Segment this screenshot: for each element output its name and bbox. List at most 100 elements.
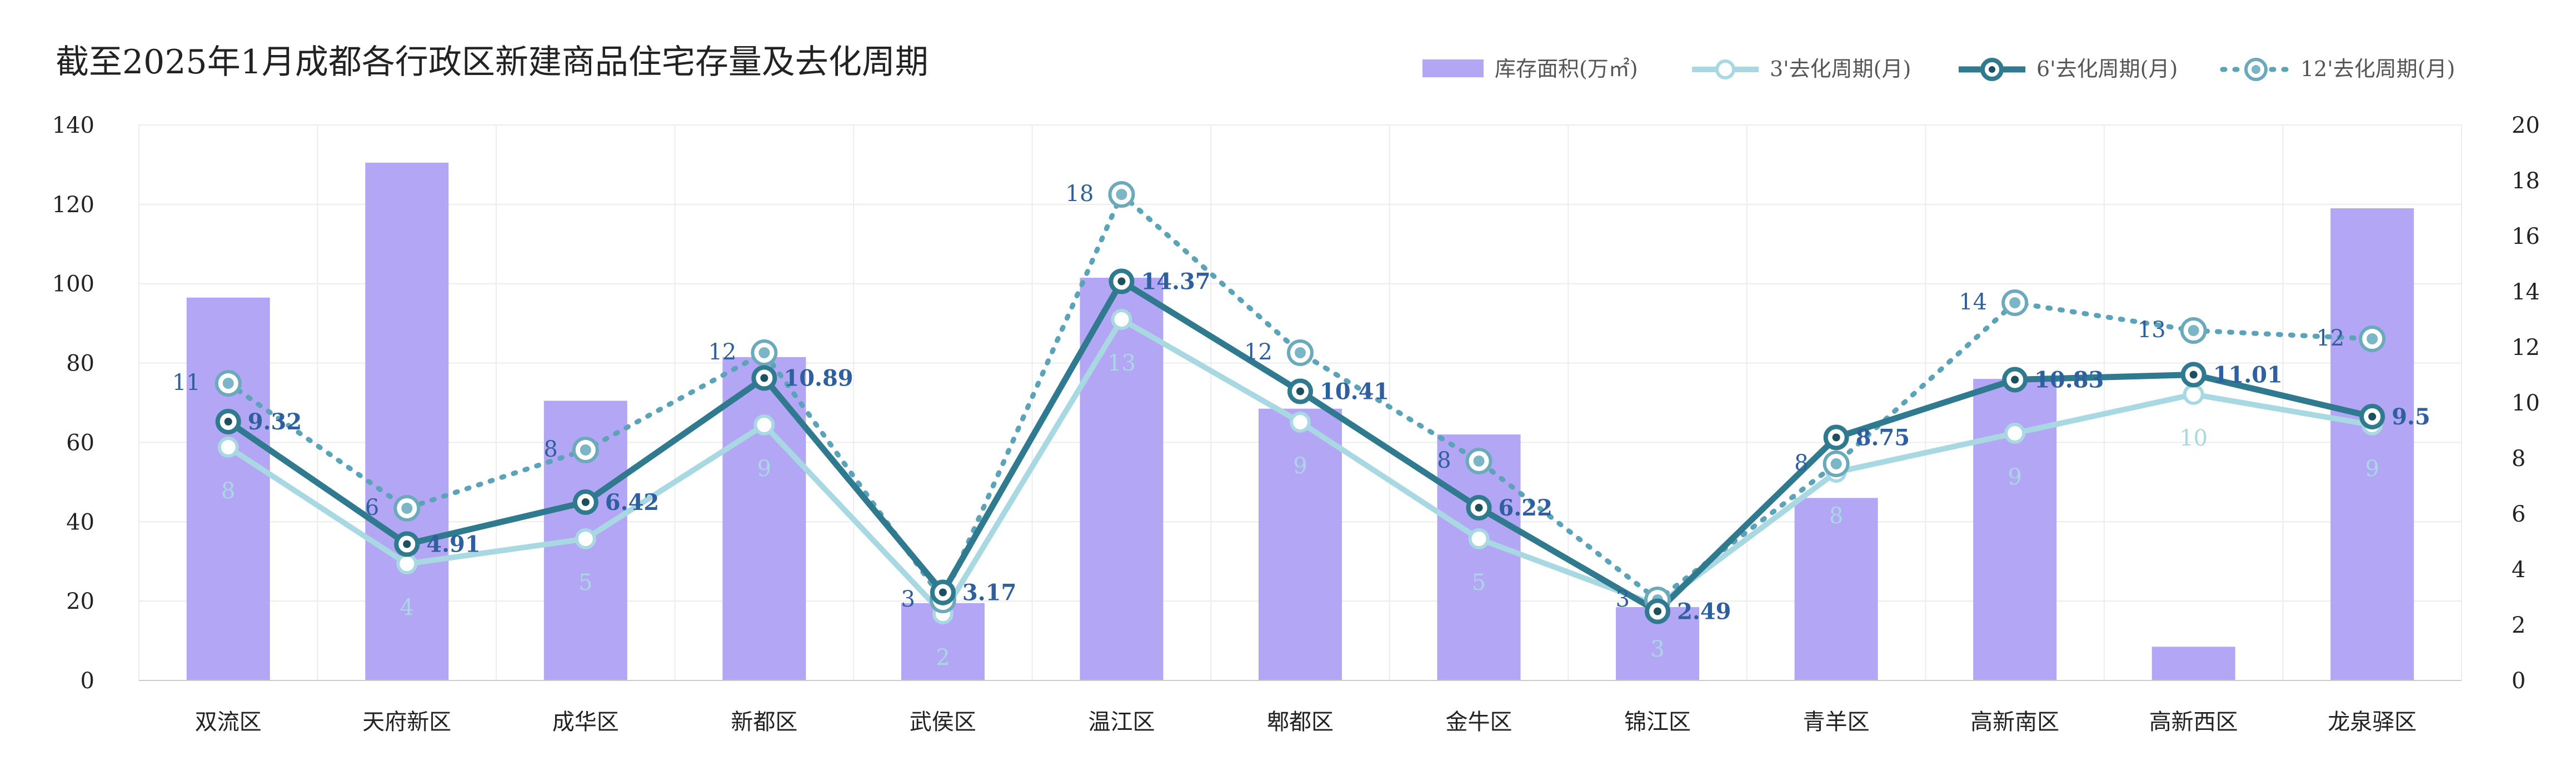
category-label: 新都区 bbox=[731, 709, 797, 735]
point-6-core bbox=[1475, 504, 1483, 512]
bar bbox=[2151, 647, 2235, 680]
right-tick-label: 16 bbox=[2512, 224, 2540, 249]
bar bbox=[1259, 408, 1342, 680]
legend-marker-3 bbox=[1715, 59, 1735, 79]
point-3 bbox=[1468, 528, 1490, 549]
data-label-6: 3.17 bbox=[962, 580, 1016, 606]
chart-title: 截至2025年1月成都各行政区新建商品住宅存量及去化周期 bbox=[56, 43, 928, 82]
data-label-3: 5 bbox=[1472, 570, 1486, 595]
data-label-3: 9 bbox=[757, 456, 771, 482]
left-tick-label: 40 bbox=[66, 509, 94, 535]
point-12-core bbox=[2367, 333, 2378, 344]
data-label-3: 9 bbox=[1293, 453, 1307, 479]
point-12-core bbox=[580, 444, 591, 455]
category-label: 青羊区 bbox=[1803, 709, 1870, 735]
bar bbox=[1080, 278, 1164, 680]
point-12-core bbox=[758, 347, 770, 358]
data-label-12: 18 bbox=[1066, 181, 1094, 207]
data-label-3: 3 bbox=[1650, 637, 1664, 662]
data-label-6: 10.89 bbox=[783, 366, 853, 392]
data-label-6: 8.75 bbox=[1856, 425, 1910, 451]
point-12-core bbox=[2009, 297, 2021, 308]
bar bbox=[186, 297, 270, 680]
left-tick-label: 0 bbox=[81, 668, 94, 694]
right-tick-label: 4 bbox=[2512, 557, 2525, 583]
category-label: 双流区 bbox=[195, 709, 262, 735]
point-3 bbox=[217, 437, 239, 458]
data-label-6: 9.5 bbox=[2392, 404, 2430, 430]
data-label-6: 11.01 bbox=[2213, 362, 2283, 388]
category-label: 武侯区 bbox=[910, 709, 976, 735]
data-label-6: 9.32 bbox=[248, 409, 302, 435]
legend-label: 库存面积(万㎡) bbox=[1495, 57, 1638, 81]
point-12-core bbox=[1473, 455, 1485, 467]
point-6-core bbox=[1296, 387, 1304, 395]
bar bbox=[1437, 434, 1521, 680]
data-label-6: 10.83 bbox=[2034, 367, 2104, 393]
category-label: 锦江区 bbox=[1624, 709, 1691, 735]
category-label: 温江区 bbox=[1088, 709, 1155, 735]
point-3 bbox=[753, 414, 775, 435]
left-tick-label: 60 bbox=[66, 430, 94, 455]
bar bbox=[722, 357, 806, 680]
data-label-12: 12 bbox=[1244, 339, 1272, 365]
bar bbox=[1794, 498, 1878, 680]
bar bbox=[365, 162, 449, 680]
legend-marker-12-core bbox=[2251, 65, 2260, 74]
point-6-core bbox=[2368, 413, 2377, 420]
point-6-core bbox=[403, 540, 411, 548]
data-label-3: 2 bbox=[936, 645, 950, 670]
point-6-core bbox=[1832, 433, 1840, 442]
point-6-core bbox=[1654, 607, 1662, 615]
point-6-core bbox=[581, 498, 590, 506]
point-12-core bbox=[2188, 325, 2199, 336]
data-label-3: 4 bbox=[400, 595, 414, 620]
category-label: 成华区 bbox=[552, 709, 619, 735]
data-label-3: 9 bbox=[2008, 464, 2021, 490]
left-tick-label: 140 bbox=[52, 113, 94, 138]
point-3 bbox=[1290, 412, 1311, 433]
data-label-12: 6 bbox=[365, 495, 379, 520]
left-tick-label: 120 bbox=[52, 192, 94, 218]
point-3 bbox=[396, 553, 418, 574]
category-label: 高新西区 bbox=[2149, 709, 2238, 735]
data-label-3: 8 bbox=[221, 478, 235, 504]
right-tick-label: 12 bbox=[2512, 335, 2540, 361]
data-label-6: 10.41 bbox=[1320, 379, 1389, 405]
right-tick-label: 14 bbox=[2512, 279, 2540, 305]
data-label-3: 10 bbox=[2179, 425, 2208, 451]
data-label-6: 6.42 bbox=[605, 489, 659, 515]
right-tick-label: 2 bbox=[2512, 613, 2525, 638]
point-3 bbox=[1111, 309, 1132, 330]
right-tick-label: 10 bbox=[2512, 390, 2540, 416]
left-tick-label: 80 bbox=[66, 351, 94, 377]
data-label-12: 14 bbox=[1959, 289, 1987, 315]
legend-label: 6'去化周期(月) bbox=[2036, 57, 2178, 81]
point-6-core bbox=[1117, 277, 1126, 286]
point-12-core bbox=[222, 378, 234, 389]
legend: 库存面积(万㎡) 3'去化周期(月) 6'去化周期(月) 12'去化周期(月) bbox=[1422, 57, 2455, 81]
point-6-core bbox=[2189, 371, 2198, 379]
data-label-12: 3 bbox=[901, 587, 915, 612]
data-label-12: 8 bbox=[1437, 448, 1451, 473]
point-3 bbox=[2183, 384, 2204, 405]
data-label-3: 13 bbox=[1107, 351, 1136, 376]
category-label: 天府新区 bbox=[362, 709, 451, 735]
point-6-core bbox=[2011, 376, 2019, 384]
data-label-layer: 8 4 5 9 2 13 9 5 3 8 9 10 9 11 6 8 12 3 18 12 8 3 8 14 13 12 9.32 4… bbox=[172, 181, 2430, 670]
data-label-12: 3 bbox=[1616, 587, 1630, 612]
point-3 bbox=[575, 528, 596, 549]
line-layer bbox=[214, 181, 2386, 624]
point-6-core bbox=[938, 588, 947, 597]
right-tick-label: 20 bbox=[2512, 113, 2540, 138]
data-label-3: 5 bbox=[578, 570, 592, 595]
bar-layer bbox=[186, 162, 2414, 680]
legend-marker-6-core bbox=[1989, 66, 1995, 73]
point-12-core bbox=[1116, 189, 1127, 200]
bar bbox=[2330, 208, 2414, 680]
left-tick-label: 100 bbox=[52, 272, 94, 297]
data-label-6: 14.37 bbox=[1141, 269, 1210, 295]
data-label-6: 4.91 bbox=[426, 532, 480, 558]
